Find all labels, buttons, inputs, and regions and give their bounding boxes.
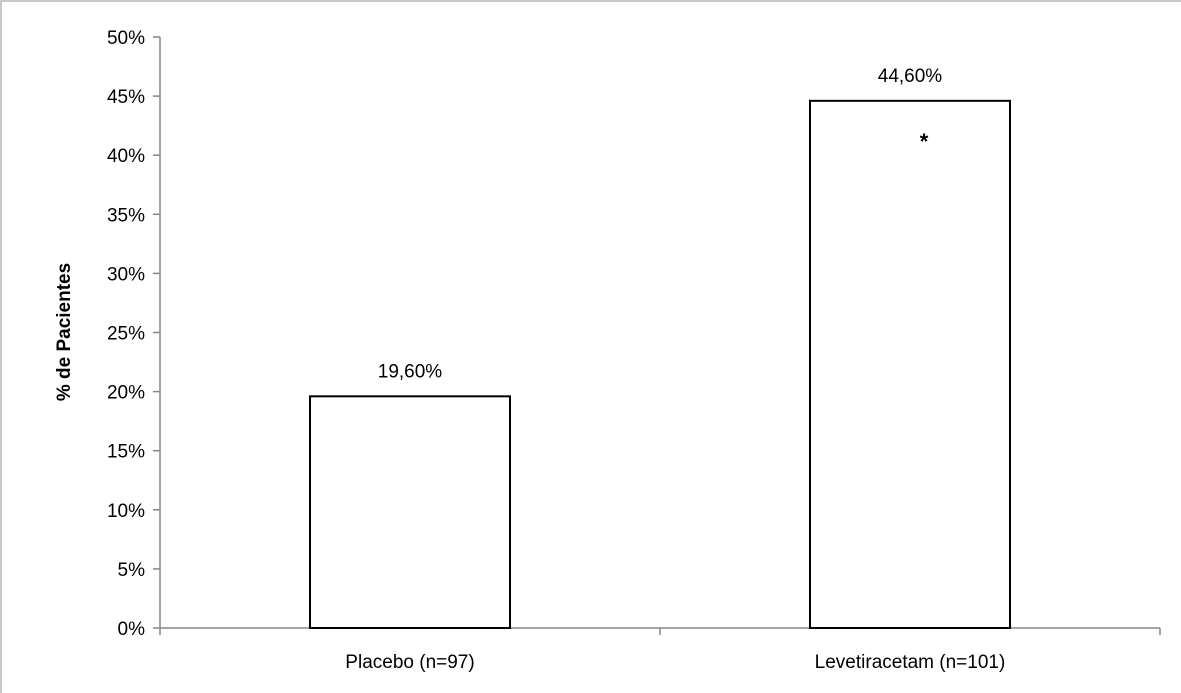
y-axis: 0% 5% 10% 15% 20% 25% 30% 35% 40% 45% 50% bbox=[107, 28, 161, 640]
y-tick-label: 10% bbox=[107, 501, 145, 522]
category-label: Levetiracetam (n=101) bbox=[815, 652, 1006, 673]
bar bbox=[309, 395, 511, 629]
bars: 19,60% 44,60% * bbox=[309, 66, 1011, 629]
y-tick-label: 30% bbox=[107, 264, 145, 285]
category-label: Placebo (n=97) bbox=[345, 652, 474, 673]
x-axis: Placebo (n=97) Levetiracetam (n=101) bbox=[159, 627, 1161, 673]
y-tick-label: 0% bbox=[118, 619, 146, 640]
data-label: 19,60% bbox=[378, 361, 443, 382]
y-tick-label: 40% bbox=[107, 146, 145, 167]
y-tick-label: 5% bbox=[118, 560, 146, 581]
y-tick-label: 25% bbox=[107, 324, 145, 345]
significance-marker: * bbox=[920, 129, 929, 154]
y-tick-label: 45% bbox=[107, 87, 145, 108]
bar bbox=[809, 99, 1011, 629]
y-axis-label: % de Pacientes bbox=[54, 263, 75, 401]
data-label: 44,60% bbox=[878, 66, 943, 87]
y-tick-label: 15% bbox=[107, 442, 145, 463]
y-tick-label: 50% bbox=[107, 28, 145, 49]
y-tick-label: 35% bbox=[107, 205, 145, 226]
y-tick-label: 20% bbox=[107, 383, 145, 404]
